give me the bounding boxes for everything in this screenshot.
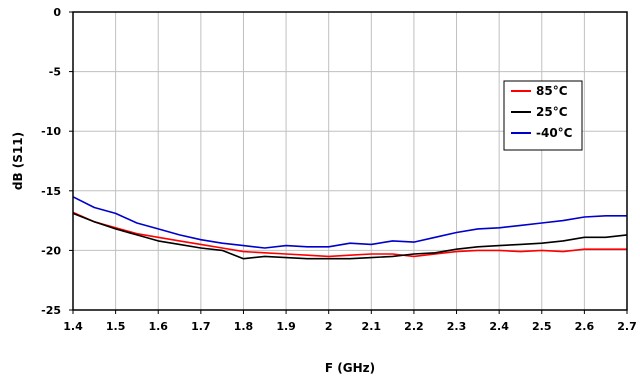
y-tick-label: -15 [41, 185, 61, 198]
x-tick-label: 2.3 [447, 320, 467, 333]
x-axis-title: F (GHz) [325, 361, 375, 375]
x-tick-label: 1.9 [276, 320, 296, 333]
x-tick-label: 1.5 [106, 320, 126, 333]
x-tick-label: 2.7 [617, 320, 637, 333]
x-tick-label: 2.2 [404, 320, 424, 333]
grid-lines [73, 12, 627, 310]
y-tick-label: 0 [53, 6, 61, 19]
series-line-1 [72, 212, 628, 260]
x-axis-ticks: 1.4 1.5 1.6 1.7 1.8 1.9 2 2.1 2.2 2.3 2.4 2.5 2.6 2.7 [63, 310, 637, 333]
x-tick-label: 2.6 [575, 320, 595, 333]
series-line-2 [72, 196, 627, 249]
y-tick-label: -25 [41, 304, 61, 317]
x-tick-label: 2 [325, 320, 333, 333]
x-tick-label: 2.5 [532, 320, 552, 333]
legend-label-2: -40°C [536, 126, 573, 140]
x-tick-label: 2.1 [362, 320, 382, 333]
legend-box [503, 80, 583, 151]
y-tick-label: -10 [41, 125, 61, 138]
y-axis-title: dB (S11) [11, 132, 25, 190]
x-tick-label: 1.4 [63, 320, 83, 333]
legend: 85°C 25°C -40°C [503, 80, 583, 151]
y-tick-label: -5 [49, 66, 61, 79]
x-tick-label: 1.6 [148, 320, 168, 333]
legend-label-1: 25°C [536, 105, 568, 119]
x-tick-label: 2.4 [489, 320, 509, 333]
plot-border [72, 11, 628, 311]
x-tick-label: 1.7 [191, 320, 211, 333]
y-tick-label: -20 [41, 244, 61, 257]
legend-label-0: 85°C [536, 84, 568, 98]
series-lines [72, 196, 628, 260]
y-axis-ticks: 0 -5 -10 -15 -20 -25 [41, 6, 73, 317]
x-tick-label: 1.8 [234, 320, 254, 333]
series-line-0 [72, 211, 627, 258]
